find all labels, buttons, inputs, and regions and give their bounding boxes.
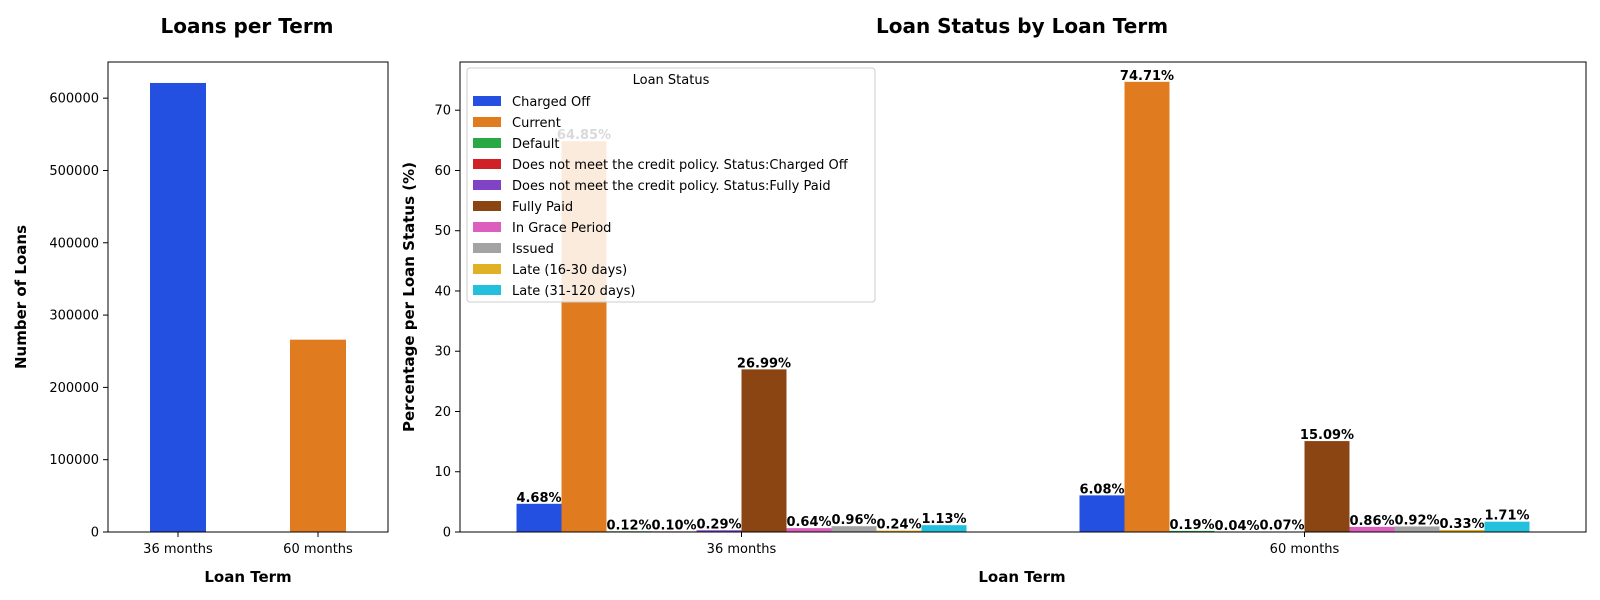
right-bar-data-label: 1.71% [1484,509,1529,524]
right-y-tick-label: 40 [434,284,451,299]
right-bar [741,369,787,532]
legend-swatch [473,222,501,232]
right-bar [516,503,562,532]
loan-status-by-term-chart: Loan Status by Loan Term 4.68%64.85%0.12… [400,14,1587,586]
right-bar-data-label: 0.29% [696,517,741,532]
right-bar-data-label: 0.64% [786,515,831,530]
legend-entry-label: Late (16-30 days) [512,263,627,278]
legend-entry-label: Does not meet the credit policy. Status:… [512,158,849,173]
legend-swatch [473,243,501,253]
legend-title: Loan Status [633,73,710,88]
left-y-tick-label: 200000 [49,381,99,396]
right-bar [1304,441,1350,532]
legend-entry-label: Issued [512,242,554,257]
right-bar-data-label: 0.12% [606,518,651,533]
right-bar [1349,526,1395,532]
right-bar-data-label: 1.13% [921,512,966,527]
right-y-axis-label: Percentage per Loan Status (%) [400,162,418,432]
legend-swatch [473,138,501,148]
right-y-tick-label: 60 [434,164,451,179]
legend-swatch [473,117,501,127]
right-y-tick-label: 70 [434,104,451,119]
right-y-tick-label: 0 [443,526,451,541]
right-bar-data-label: 6.08% [1079,482,1124,497]
left-y-tick-label: 500000 [49,164,99,179]
right-bar-data-label: 0.96% [831,513,876,528]
legend-swatch [473,264,501,274]
right-bar-data-label: 4.68% [516,491,561,506]
legend-swatch [473,180,501,190]
right-y-tick-label: 30 [434,345,451,360]
left-bar [290,339,346,532]
right-bar-data-label: 0.04% [1214,519,1259,534]
legend-entry-label: Late (31-120 days) [512,284,635,299]
left-chart-title: Loans per Term [160,14,333,38]
legend-entry-label: Does not meet the credit policy. Status:… [512,179,831,194]
right-bar [1079,495,1125,532]
legend-box [466,67,876,303]
left-y-tick-label: 400000 [49,236,99,251]
right-bar [1169,530,1215,532]
right-bar-data-label: 26.99% [737,356,791,371]
left-x-tick-label: 36 months [143,542,213,557]
left-y-axis-label: Number of Loans [12,225,30,369]
left-y-tick-label: 300000 [49,309,99,324]
legend-swatch [473,96,501,106]
left-x-tick-label: 60 months [283,542,353,557]
right-chart-title: Loan Status by Loan Term [876,14,1168,38]
legend-swatch [473,285,501,295]
right-bar-data-label: 0.24% [876,518,921,533]
right-bar-data-label: 0.86% [1349,514,1394,529]
left-y-tick-label: 600000 [49,92,99,107]
right-x-axis-label: Loan Term [978,568,1065,586]
right-bar [831,526,877,532]
right-x-tick-label: 36 months [707,542,777,557]
legend: Loan Status Charged Off Current Default Doe… [466,67,876,303]
right-plot-frame [459,61,1587,533]
right-bar [1394,526,1440,532]
legend-entry-label: Current [512,116,561,131]
legend-entry-label: Default [512,137,560,152]
right-bar-data-label: 0.33% [1439,517,1484,532]
left-plot-frame [107,61,389,533]
legend-swatch [473,159,501,169]
right-y-tick-label: 10 [434,465,451,480]
legend-entry-label: In Grace Period [512,221,611,236]
right-bar-data-label: 0.10% [651,518,696,533]
right-bar-data-label: 74.71% [1120,69,1174,84]
right-y-tick-label: 50 [434,224,451,239]
left-y-tick-label: 0 [91,526,99,541]
right-bar [921,525,967,532]
right-bar [876,530,922,532]
right-bar [1439,530,1485,532]
right-bar [1124,81,1170,533]
right-bar-data-label: 0.92% [1394,513,1439,528]
right-bar-data-label: 15.09% [1300,428,1354,443]
legend-swatch [473,201,501,211]
loans-per-term-chart: Loans per Term 0 100000 200000 300000 400000… [12,14,389,586]
legend-entry-label: Charged Off [512,95,591,110]
right-bar-data-label: 0.19% [1169,518,1214,533]
right-x-tick-label: 60 months [1270,542,1340,557]
right-bar-data-label: 0.07% [1259,519,1304,534]
legend-entry-label: Fully Paid [512,200,573,215]
left-x-axis-label: Loan Term [204,568,291,586]
right-y-tick-label: 20 [434,405,451,420]
left-bar [150,82,206,532]
right-bar [696,530,742,532]
right-bar [786,528,832,532]
left-y-tick-label: 100000 [49,453,99,468]
right-bar [1484,521,1530,532]
